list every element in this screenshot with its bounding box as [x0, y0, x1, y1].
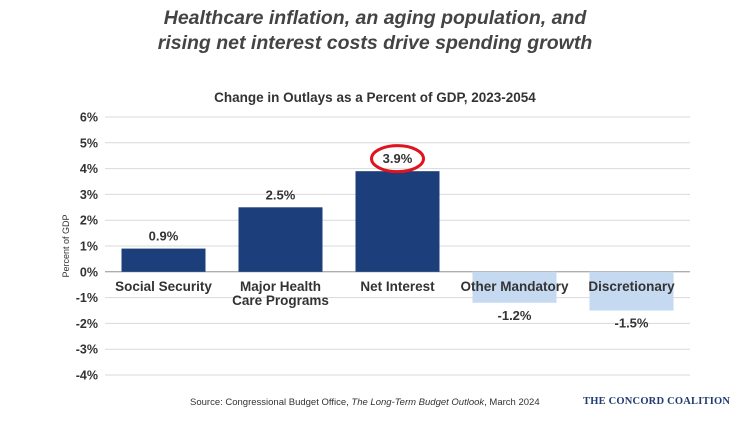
data-label: -1.2%	[498, 308, 532, 323]
headline-line-1: Healthcare inflation, an aging populatio…	[163, 7, 587, 29]
y-tick-label: 0%	[80, 265, 98, 279]
brand-logo: THE CONCORD COALITION	[583, 396, 731, 407]
category-label: Care Programs	[232, 293, 329, 308]
y-tick-label: -2%	[76, 317, 98, 331]
bar	[238, 207, 323, 272]
y-tick-label: 1%	[80, 240, 98, 254]
source-suffix: , March 2024	[484, 397, 540, 408]
category-label: Social Security	[115, 279, 212, 294]
y-tick-label: -1%	[76, 291, 98, 305]
data-label: 2.5%	[266, 187, 296, 202]
category-label: Net Interest	[360, 279, 435, 294]
y-tick-label: -3%	[76, 343, 98, 357]
source-prefix: Source: Congressional Budget Office,	[190, 397, 352, 408]
y-tick-label: 4%	[80, 162, 98, 176]
y-axis-title: Percent of GDP	[61, 214, 71, 277]
headline-line-2: rising net interest costs drive spending…	[157, 32, 593, 54]
bar	[355, 171, 440, 272]
y-tick-label: 5%	[80, 136, 98, 150]
data-label: 0.9%	[149, 229, 179, 244]
data-label: -1.5%	[615, 316, 649, 331]
y-tick-label: 2%	[80, 214, 98, 228]
category-label: Major Health	[240, 279, 321, 294]
category-label: Discretionary	[588, 279, 675, 294]
bar	[589, 271, 674, 311]
data-label: 3.9%	[383, 151, 413, 166]
bar	[121, 248, 206, 272]
y-tick-label: -4%	[76, 369, 98, 383]
category-label: Other Mandatory	[460, 279, 569, 294]
source-note: Source: Congressional Budget Office, The…	[190, 397, 540, 408]
source-title: The Long-Term Budget Outlook	[351, 397, 485, 408]
highlight-ring	[370, 144, 425, 174]
bar	[472, 271, 557, 303]
y-tick-label: 3%	[80, 188, 98, 202]
y-tick-label: 6%	[80, 111, 98, 125]
chart-title: Change in Outlays as a Percent of GDP, 2…	[214, 90, 536, 105]
headline: Healthcare inflation, an aging populatio…	[0, 6, 750, 56]
